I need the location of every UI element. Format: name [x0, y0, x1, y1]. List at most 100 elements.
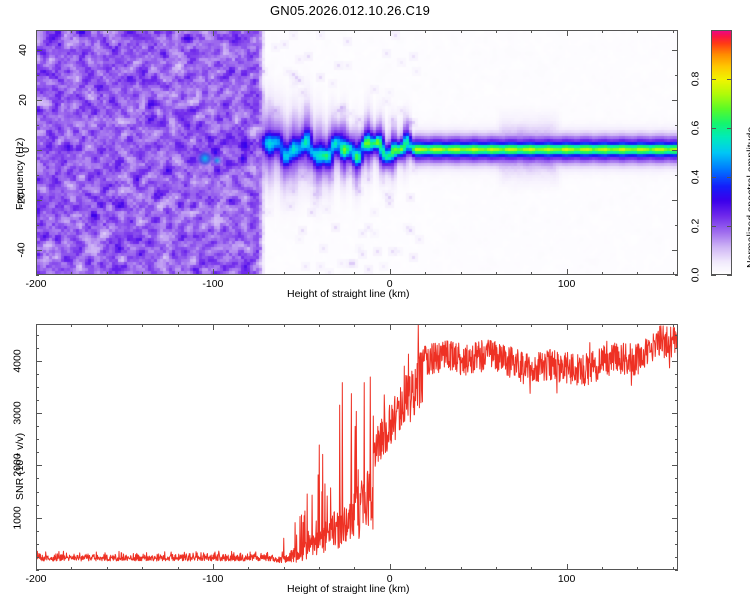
y-tick-minor: [36, 426, 39, 428]
x-tick-minor: [142, 272, 144, 275]
y-tick-major: [36, 50, 42, 51]
x-tick-minor: [283, 567, 285, 570]
x-tick-minor-top: [460, 30, 462, 33]
x-tick-minor-top: [672, 324, 674, 327]
x-tick-major-top: [389, 30, 391, 36]
y-tick-minor: [36, 452, 39, 454]
x-tick-minor: [106, 272, 108, 275]
x-tick-major: [36, 269, 37, 275]
spectrogram-panel: [36, 30, 678, 275]
bottom-x-axis-title: Height of straight line (km): [287, 583, 410, 595]
x-tick-minor: [672, 567, 674, 570]
y-tick-minor: [36, 373, 39, 375]
y-tick-minor: [36, 399, 39, 401]
y-tick-minor-right: [675, 399, 678, 401]
y-tick-minor-right: [675, 570, 678, 571]
x-tick-minor: [602, 567, 603, 570]
x-tick-minor: [425, 567, 427, 570]
y-tick-major: [36, 100, 42, 101]
y-tick-minor-right: [675, 491, 678, 493]
colorbar-tick-right: [727, 275, 732, 276]
y-tick-major-right: [672, 360, 678, 362]
y-tick-minor: [36, 543, 39, 545]
y-tick-minor: [36, 504, 39, 506]
y-tick-minor-right: [675, 75, 678, 76]
colorbar-tick-right: [727, 128, 732, 129]
y-tick-minor-right: [675, 439, 678, 441]
x-tick-label: -200: [25, 573, 47, 585]
x-tick-major-top: [212, 30, 214, 36]
y-tick-major: [36, 413, 42, 414]
x-tick-major-top: [566, 30, 568, 36]
x-tick-major: [212, 564, 214, 570]
x-tick-major: [566, 564, 568, 570]
colorbar-tick-right: [727, 226, 732, 227]
x-tick-minor: [142, 567, 144, 570]
colorbar: [711, 30, 732, 275]
x-tick-minor: [672, 272, 674, 275]
y-tick-minor-right: [675, 504, 678, 506]
x-tick-minor: [354, 272, 356, 275]
y-tick-minor: [36, 478, 39, 480]
y-tick-minor: [36, 570, 39, 571]
x-tick-minor-top: [495, 324, 497, 327]
x-tick-label: 100: [557, 573, 576, 585]
x-tick-major-top: [36, 324, 37, 330]
x-tick-minor: [319, 567, 320, 570]
x-tick-minor-top: [248, 30, 250, 33]
y-tick-major-right: [672, 150, 678, 151]
x-tick-minor-top: [672, 30, 674, 33]
colorbar-tick-label: 0.8: [689, 71, 702, 87]
figure-title: GN05.2026.012.10.26.C19: [270, 3, 430, 18]
y-tick-minor-right: [675, 125, 678, 126]
y-tick-major: [36, 200, 42, 201]
x-tick-minor-top: [177, 30, 179, 33]
y-tick-minor: [36, 556, 39, 558]
snr-curve: [37, 325, 677, 564]
x-tick-minor-top: [602, 324, 603, 327]
y-tick-major: [36, 150, 42, 151]
x-tick-minor-top: [142, 30, 144, 33]
x-tick-minor-top: [531, 30, 533, 33]
x-tick-major-top: [389, 324, 391, 330]
x-tick-minor: [602, 272, 603, 275]
x-tick-minor: [460, 567, 462, 570]
y-tick-minor: [36, 386, 39, 388]
top-y-axis-title: Frequency (Hz): [14, 137, 26, 210]
x-tick-major: [389, 564, 391, 570]
colorbar-title: Normalized spectral amplitude: [745, 126, 750, 268]
y-tick-major: [36, 465, 42, 467]
y-tick-minor-right: [675, 175, 678, 176]
x-tick-minor-top: [248, 324, 250, 327]
y-tick-major-right: [672, 413, 678, 414]
y-tick-label: 4000: [11, 348, 24, 373]
x-tick-minor-top: [106, 324, 108, 327]
y-tick-minor-right: [675, 275, 678, 276]
x-tick-minor: [495, 272, 497, 275]
x-tick-minor-top: [106, 30, 108, 33]
x-tick-minor: [531, 567, 533, 570]
colorbar-gradient: [712, 31, 731, 274]
y-tick-minor: [36, 334, 39, 336]
x-tick-minor-top: [495, 30, 497, 33]
x-tick-minor-top: [531, 324, 533, 327]
y-tick-minor-right: [675, 426, 678, 428]
y-tick-minor-right: [675, 530, 678, 532]
x-tick-label: 0: [386, 278, 393, 290]
y-tick-minor: [36, 491, 39, 493]
y-tick-major-right: [672, 517, 678, 519]
y-tick-minor-right: [675, 386, 678, 388]
x-tick-minor-top: [71, 324, 73, 327]
y-tick-minor: [36, 75, 39, 76]
x-tick-label: -200: [25, 278, 47, 290]
x-tick-minor-top: [637, 30, 639, 33]
y-tick-major: [36, 360, 42, 362]
colorbar-tick-label: 0.2: [689, 218, 702, 234]
y-tick-minor: [36, 439, 39, 441]
x-tick-minor: [71, 272, 73, 275]
y-tick-minor: [36, 530, 39, 532]
x-tick-minor: [495, 567, 497, 570]
y-tick-major: [36, 250, 42, 251]
x-tick-minor: [106, 567, 108, 570]
y-tick-label: -40: [15, 242, 28, 258]
